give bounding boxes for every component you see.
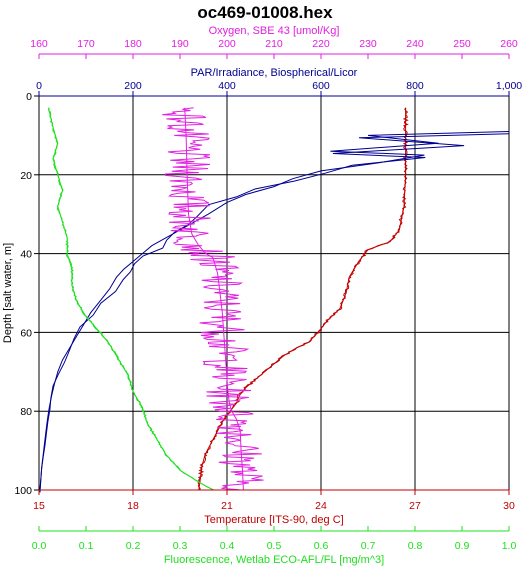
series-trace-temperature (197, 107, 409, 490)
tick-label-fluorescence: 0.0 (32, 540, 47, 552)
y-tick-label: 100 (14, 485, 32, 497)
series-trace-oxygen (162, 107, 264, 491)
tick-label-oxygen: 230 (359, 38, 377, 50)
tick-label-fluorescence: 0.5 (267, 540, 282, 552)
tick-label-oxygen: 160 (30, 38, 48, 50)
tick-label-par: 600 (312, 80, 330, 92)
plot-area (38, 95, 510, 491)
tick-label-par: 0 (36, 80, 42, 92)
tick-label-temperature: 30 (503, 500, 515, 512)
tick-label-oxygen: 260 (500, 38, 518, 50)
tick-label-temperature: 18 (127, 500, 139, 512)
y-tick-label: 60 (20, 327, 32, 339)
tick-label-oxygen: 250 (453, 38, 471, 50)
tick-label-fluorescence: 0.2 (126, 540, 141, 552)
tick-label-temperature: 15 (33, 500, 45, 512)
y-tick-label: 0 (26, 91, 32, 103)
series-line-oxygen (184, 107, 244, 491)
tick-label-par: 800 (406, 80, 424, 92)
tick-label-temperature: 24 (315, 500, 327, 512)
tick-label-oxygen: 200 (218, 38, 236, 50)
tick-label-par: 1,000 (496, 80, 522, 92)
tick-label-oxygen: 180 (124, 38, 142, 50)
y-tick-label: 20 (20, 170, 32, 182)
tick-label-fluorescence: 0.8 (408, 540, 423, 552)
series-group (39, 107, 510, 493)
tick-label-fluorescence: 0.4 (220, 540, 235, 552)
tick-label-oxygen: 220 (312, 38, 330, 50)
tick-label-fluorescence: 0.1 (79, 540, 94, 552)
chart-title: oc469-01008.hex (197, 3, 333, 22)
tick-label-fluorescence: 1.0 (502, 540, 517, 552)
tick-label-par: 400 (218, 80, 236, 92)
tick-label-par: 200 (124, 80, 142, 92)
tick-label-fluorescence: 0.7 (361, 540, 376, 552)
axis-label-fluorescence: Fluorescence, Wetlab ECO-AFL/FL [mg/m^3] (164, 554, 384, 566)
series-line-par (39, 131, 510, 491)
series-trace-fluorescence (48, 107, 214, 491)
axis-label-oxygen: Oxygen, SBE 43 [umol/Kg] (209, 25, 340, 37)
tick-label-temperature: 21 (221, 500, 233, 512)
y-tick-label: 80 (20, 406, 32, 418)
axis-label-temperature: Temperature [ITS-90, deg C] (204, 514, 343, 526)
axis-label-par: PAR/Irradiance, Biospherical/Licor (191, 67, 358, 79)
tick-label-fluorescence: 0.6 (314, 540, 329, 552)
tick-label-fluorescence: 0.9 (455, 540, 470, 552)
y-tick-label: 40 (20, 249, 32, 261)
tick-label-temperature: 27 (409, 500, 421, 512)
series-trace-par (39, 133, 510, 493)
tick-label-oxygen: 240 (406, 38, 424, 50)
tick-label-oxygen: 210 (265, 38, 283, 50)
y-axis-label: Depth [salt water, m] (2, 243, 14, 343)
tick-label-fluorescence: 0.3 (173, 540, 188, 552)
tick-label-oxygen: 170 (77, 38, 95, 50)
tick-label-oxygen: 190 (171, 38, 189, 50)
